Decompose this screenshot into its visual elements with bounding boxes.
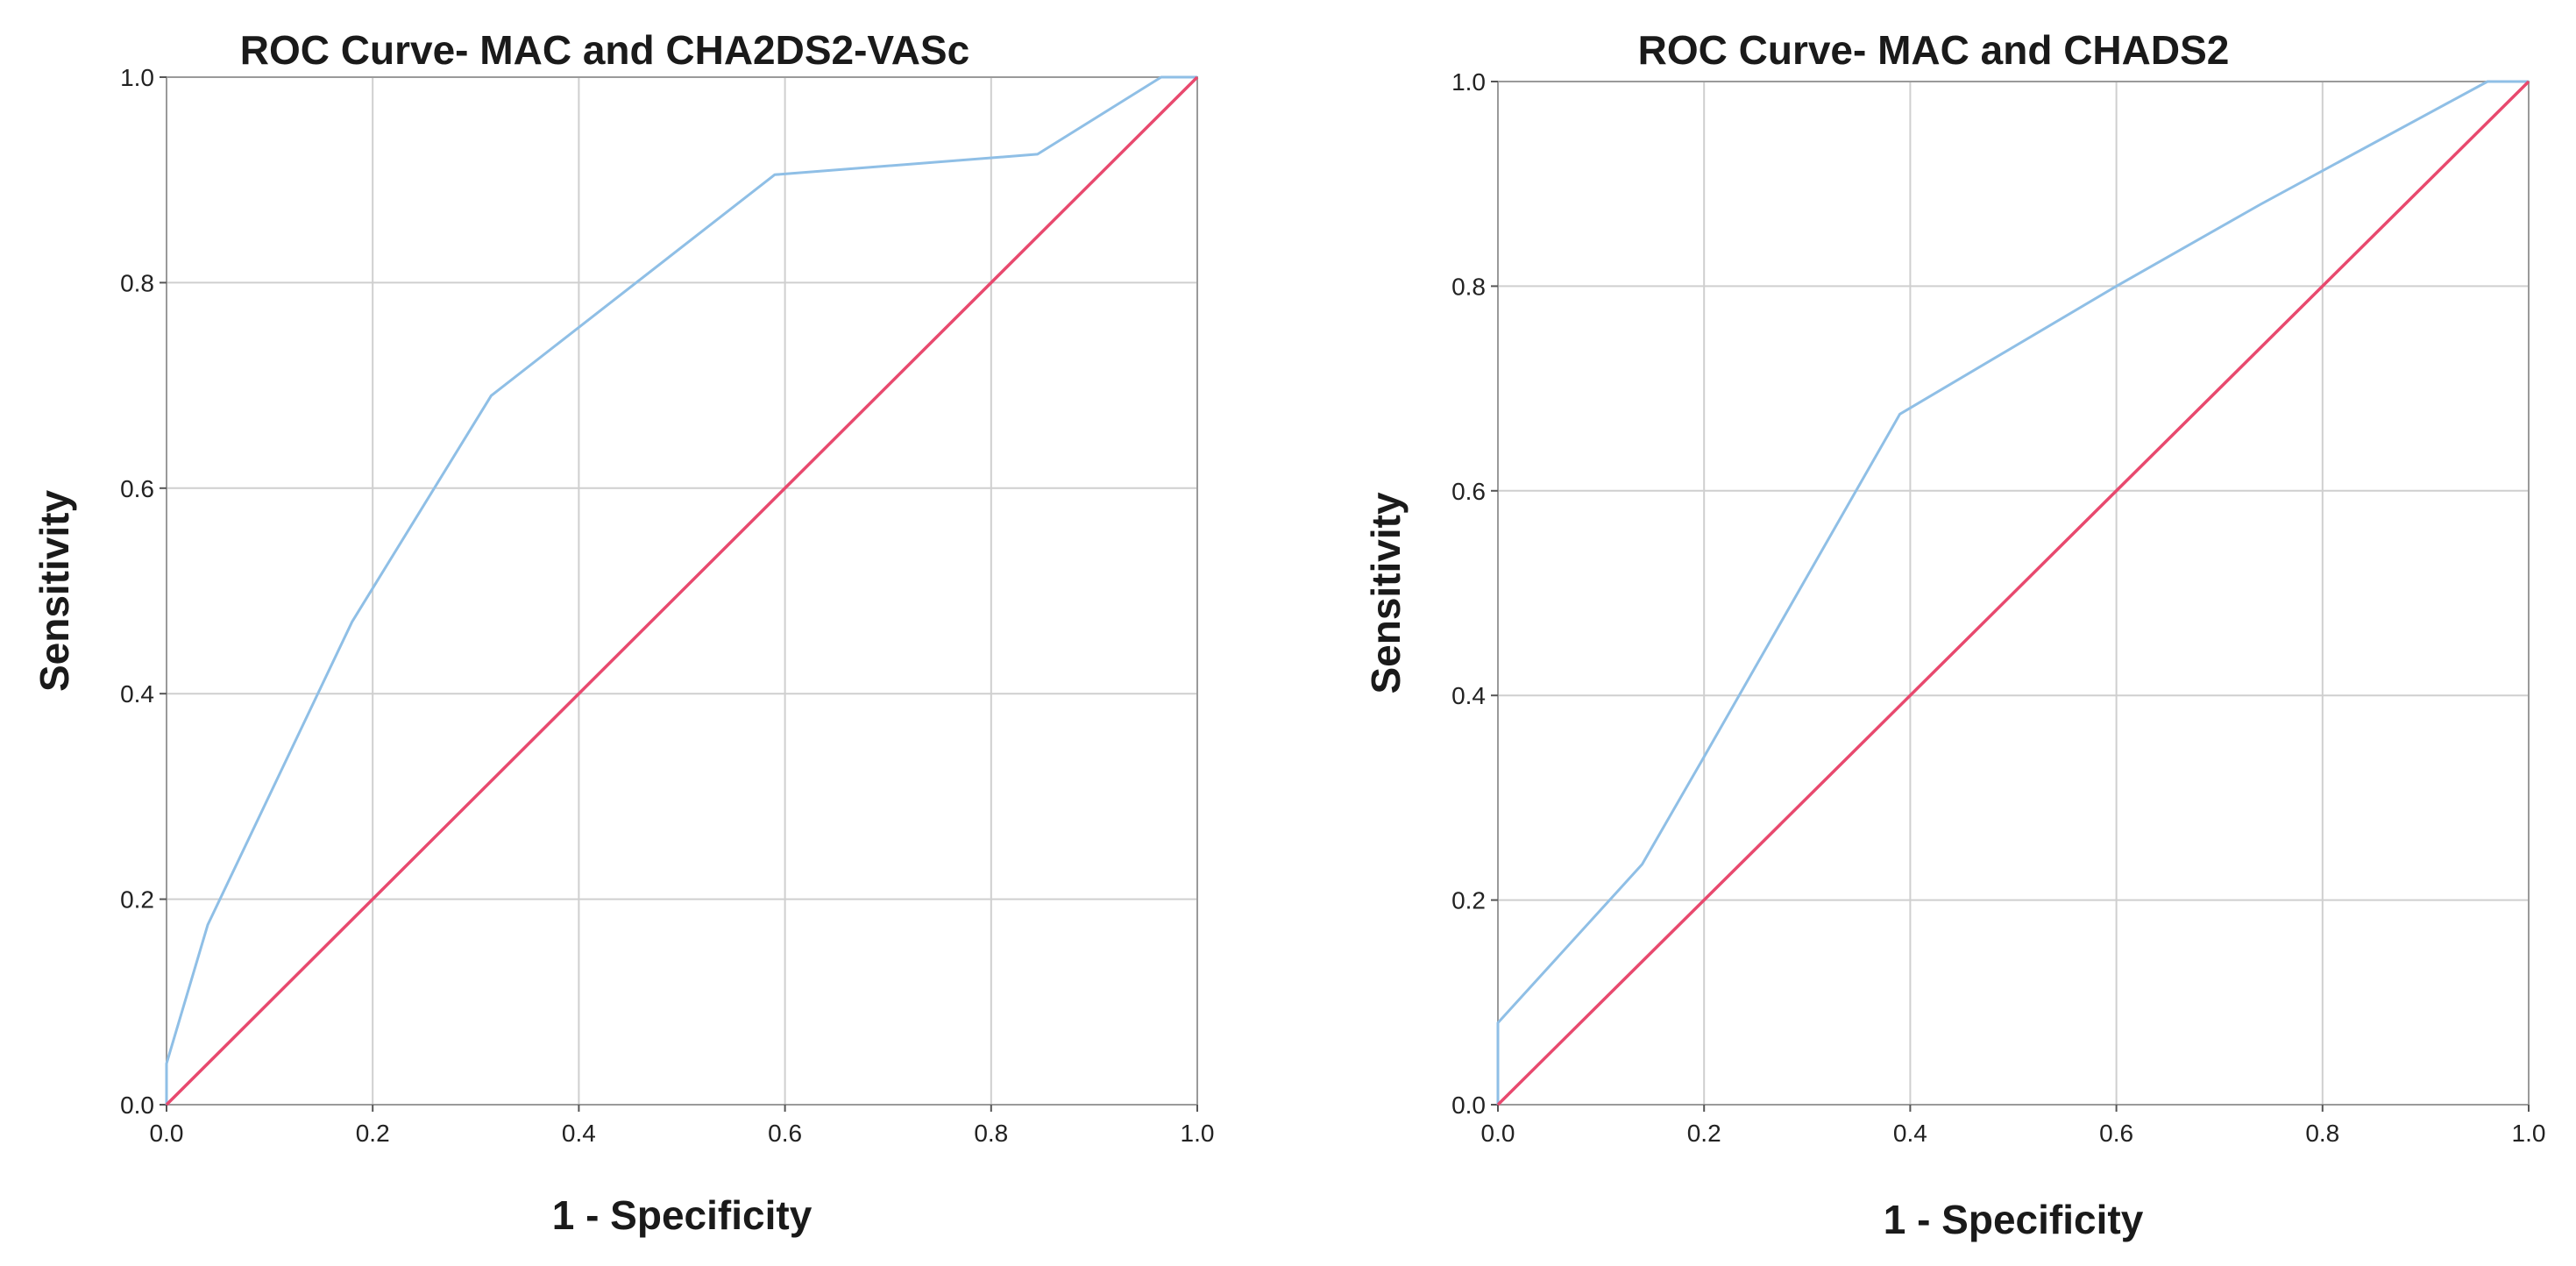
chart-title: ROC Curve- MAC and CHADS2 (1638, 27, 2230, 73)
x-tick-label: 0.6 (768, 1120, 802, 1147)
y-tick-label: 0.0 (1451, 1092, 1486, 1119)
y-tick-label: 0.8 (120, 269, 154, 296)
x-tick-label: 0.4 (562, 1120, 596, 1147)
y-tick-label: 1.0 (1451, 68, 1486, 96)
y-tick-label: 0.6 (120, 475, 154, 502)
x-tick-label: 0.4 (1893, 1120, 1927, 1147)
x-tick-label: 0.0 (150, 1120, 184, 1147)
x-tick-label: 0.0 (1481, 1120, 1515, 1147)
x-axis-label: 1 - Specificity (1884, 1197, 2144, 1242)
roc-curve-line (165, 75, 1197, 1105)
x-tick-label: 0.2 (356, 1120, 390, 1147)
plot-frame (166, 76, 1198, 1106)
x-tick-label: 1.0 (1181, 1120, 1215, 1147)
y-tick-label: 0.4 (120, 680, 154, 708)
y-tick-label: 0.2 (1451, 887, 1486, 914)
y-tick-label: 0.0 (120, 1092, 154, 1119)
y-axis-label: Sensitivity (32, 490, 77, 693)
y-tick-label: 0.8 (1451, 273, 1486, 300)
x-tick-label: 0.2 (1687, 1120, 1721, 1147)
x-tick-label: 0.8 (2305, 1120, 2339, 1147)
chart-1: 0.0 0.2 0.4 0.6 0.8 1.0 0.0 0.2 0.4 0.6 0.8 1.0 ROC … (32, 27, 1214, 1238)
x-tick-label: 1.0 (2512, 1120, 2546, 1147)
y-tick-label: 0.2 (120, 886, 154, 914)
reference-line (165, 75, 1199, 1106)
y-tick-label: 0.4 (1451, 682, 1486, 709)
x-tick-label: 0.6 (2099, 1120, 2133, 1147)
x-tick-label: 0.8 (974, 1120, 1008, 1147)
y-tick-label: 0.6 (1451, 478, 1486, 505)
roc-curve-line (1496, 80, 2529, 1105)
chart-2: 0.0 0.2 0.4 0.6 0.8 1.0 0.0 0.2 0.4 0.6 0.8 1.0 ROC … (1363, 27, 2545, 1242)
plot-frame (1497, 81, 2530, 1106)
y-axis-label: Sensitivity (1363, 492, 1409, 694)
y-tick-label: 1.0 (120, 64, 154, 91)
x-axis-label: 1 - Specificity (552, 1192, 813, 1238)
chart-title: ROC Curve- MAC and CHA2DS2-VASc (240, 27, 969, 73)
reference-line (1496, 80, 2530, 1106)
